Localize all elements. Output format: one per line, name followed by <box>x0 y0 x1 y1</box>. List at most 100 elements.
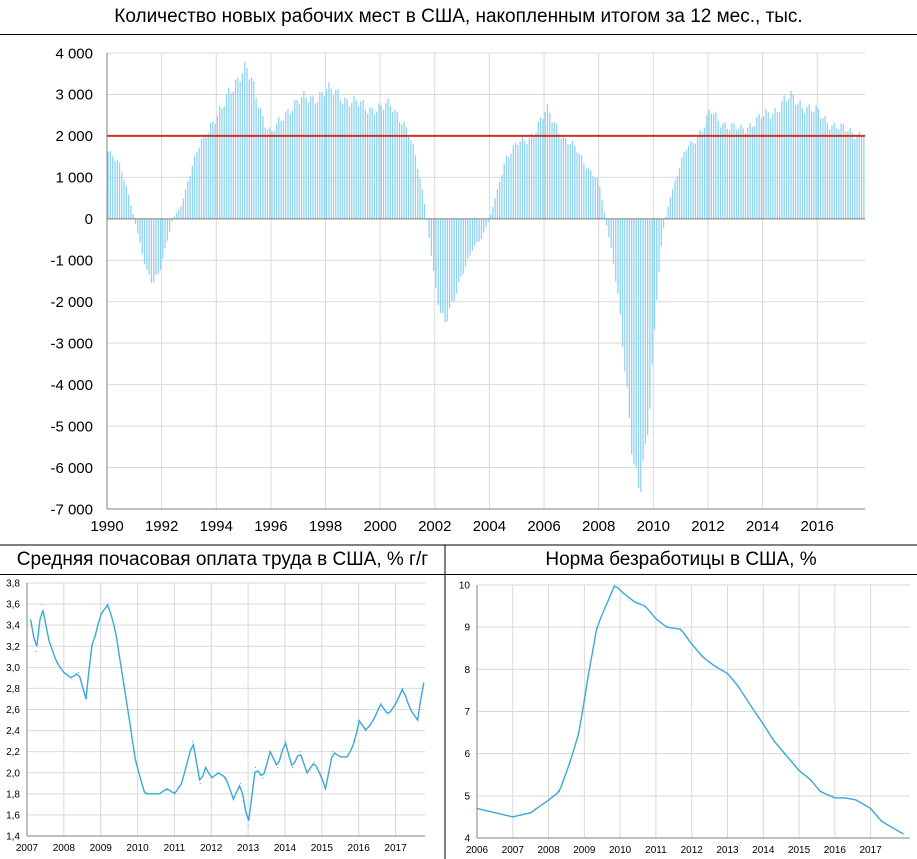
data-point <box>269 751 271 753</box>
jobs-bar <box>341 103 344 219</box>
jobs-bar <box>571 141 574 219</box>
jobs-bar <box>401 124 403 219</box>
jobs-bar <box>132 214 134 219</box>
jobs-bar <box>794 104 797 219</box>
jobs-bar <box>831 125 833 219</box>
data-point <box>726 672 729 675</box>
jobs-bar <box>626 218 628 388</box>
data-point <box>880 820 882 822</box>
jobs-bar <box>107 151 109 219</box>
jobs-bar <box>453 218 455 302</box>
jobs-bar <box>433 218 435 271</box>
x-tick-label: 2008 <box>53 843 76 854</box>
data-point <box>30 619 32 621</box>
x-tick-label: 2013 <box>716 845 739 856</box>
jobs-bar <box>733 123 735 219</box>
y-tick-label: 8 <box>464 665 470 676</box>
data-point <box>530 812 532 814</box>
jobs-bar <box>257 107 260 219</box>
x-tick-label: 2008 <box>582 518 615 535</box>
data-point <box>494 812 496 814</box>
y-tick-label: 1,8 <box>6 789 20 800</box>
jobs-bar <box>378 103 380 219</box>
x-tick-label: 2009 <box>90 843 113 854</box>
jobs-bar <box>749 123 751 219</box>
x-tick-label: 2002 <box>418 518 451 535</box>
jobs-bar <box>683 152 685 219</box>
data-point <box>85 698 87 700</box>
y-tick-label: 7 <box>464 707 470 718</box>
jobs-bar <box>860 136 863 219</box>
jobs-bar <box>667 206 669 219</box>
jobs-bar <box>612 218 615 264</box>
x-tick-label: 2000 <box>363 518 396 535</box>
jobs-bar <box>717 120 719 219</box>
data-point <box>409 708 411 711</box>
data-point <box>633 601 636 603</box>
jobs-bar <box>373 114 376 219</box>
jobs-bar <box>687 145 690 219</box>
jobs-bar <box>139 218 141 243</box>
jobs-bar <box>578 153 580 219</box>
jobs-bar <box>118 162 121 219</box>
jobs-bar <box>560 138 562 219</box>
jobs-bar <box>385 103 387 219</box>
y-tick-label: 10 <box>459 581 471 592</box>
jobs-bar <box>840 123 842 219</box>
jobs-bar <box>209 122 212 219</box>
data-point <box>844 797 847 799</box>
jobs-bar <box>790 90 792 219</box>
jobs-bar <box>537 121 539 219</box>
jobs-bar <box>742 128 744 219</box>
jobs-bar <box>569 144 571 219</box>
jobs-bar <box>517 144 519 219</box>
jobs-bar <box>216 115 219 219</box>
jobs-bar <box>767 112 769 219</box>
jobs-bar <box>858 131 860 219</box>
jobs-bar <box>305 97 307 219</box>
jobs-bar <box>533 135 535 219</box>
jobs-bar <box>437 218 439 306</box>
data-point <box>129 724 131 726</box>
jobs-bar <box>278 117 280 219</box>
data-point <box>712 664 714 666</box>
jobs-bar <box>273 131 275 219</box>
jobs-bar <box>863 137 865 219</box>
jobs-bar <box>364 109 366 219</box>
jobs-bar <box>703 127 706 219</box>
jobs-bar <box>544 111 546 219</box>
jobs-bar <box>137 218 139 234</box>
jobs-bar <box>567 144 569 219</box>
jobs-bar <box>442 218 444 314</box>
jobs-bar <box>127 194 130 219</box>
jobs-bar <box>692 143 694 219</box>
jobs-bar <box>822 118 824 219</box>
jobs-bar <box>649 218 651 409</box>
jobs-bar <box>146 218 148 270</box>
jobs-bar <box>219 106 221 219</box>
jobs-bar <box>633 218 635 465</box>
x-tick-label: 2015 <box>788 845 811 856</box>
jobs-bar <box>214 123 216 219</box>
data-point <box>809 778 811 780</box>
data-point <box>737 685 739 687</box>
jobs-bar <box>114 160 116 219</box>
jobs-bar <box>141 218 143 254</box>
jobs-bar <box>255 97 257 219</box>
data-point <box>135 761 137 763</box>
x-tick-label: 2017 <box>384 843 407 854</box>
jobs-bar <box>562 135 565 219</box>
jobs-bar <box>847 131 849 219</box>
jobs-bar <box>694 143 697 219</box>
jobs-bar <box>701 131 703 219</box>
jobs-bar <box>275 123 278 219</box>
jobs-bar <box>130 205 132 219</box>
jobs-bar <box>542 119 544 219</box>
data-point <box>262 777 264 779</box>
jobs-bar <box>829 129 831 219</box>
jobs-bar <box>672 188 674 219</box>
jobs-bar <box>307 102 310 219</box>
jobs-bar <box>382 109 385 219</box>
data-point <box>512 816 514 818</box>
jobs-bar <box>462 218 464 274</box>
